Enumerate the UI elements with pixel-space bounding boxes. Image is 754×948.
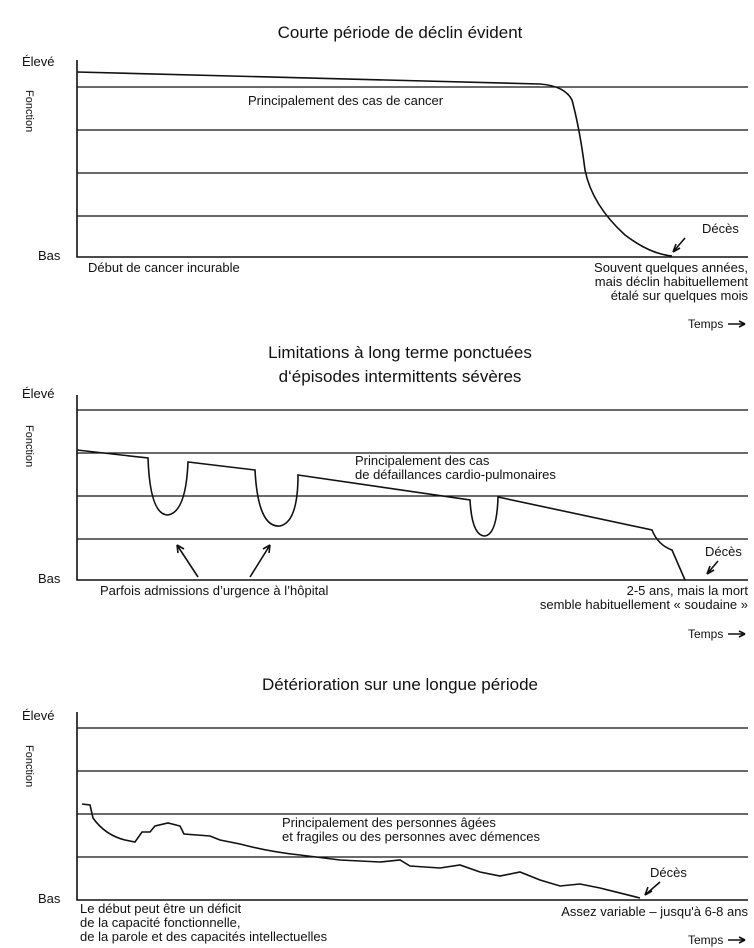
axis [76, 60, 748, 258]
duration-text: 2-5 ans, mais la mort [627, 583, 749, 598]
duration-text: Assez variable – jusqu'à 6-8 ans [561, 904, 748, 919]
duration-text: mais déclin habituellement [595, 274, 749, 289]
time: Temps [688, 317, 723, 331]
grid [77, 727, 748, 858]
high: Élevé [22, 386, 55, 401]
time: Temps [688, 627, 723, 641]
note: Principalement des cas de cancer [248, 93, 444, 108]
high: Élevé [22, 54, 55, 69]
title: Courte période de déclin évident [278, 23, 523, 42]
panel-2: Limitations à long terme ponctuées d‘épi… [22, 343, 748, 641]
trajectory [76, 449, 686, 581]
duration-text: semble habituellement « soudaine » [540, 597, 748, 612]
y-label: Fonction [23, 90, 35, 132]
time-arrow [728, 936, 746, 944]
duration-text: étalé sur quelques mois [611, 288, 749, 303]
duration-text: Souvent quelques années, [594, 260, 748, 275]
death: Décès [650, 865, 687, 880]
panel-3: Détérioration sur une longue période Éle… [22, 675, 748, 947]
time: Temps [688, 933, 723, 947]
start-text: Début de cancer incurable [88, 260, 240, 275]
title: Limitations à long terme ponctuées [268, 343, 532, 362]
grid [77, 86, 748, 217]
start-text: de la parole et des capacités intellectu… [80, 929, 328, 944]
y-label: Fonction [23, 745, 35, 787]
time-arrow [728, 630, 746, 638]
arrows [176, 544, 271, 578]
note: et fragiles ou des personnes avec démenc… [282, 829, 540, 844]
time-arrow [728, 320, 746, 328]
axis [76, 712, 748, 901]
arrow [644, 881, 661, 896]
note: de défaillances cardio-pulmonaires [355, 467, 556, 482]
death: Décès [705, 544, 742, 559]
low: Bas [38, 891, 61, 906]
title: Détérioration sur une longue période [262, 675, 538, 694]
trajectory [81, 803, 641, 899]
grid [77, 409, 748, 540]
start-text: de la capacité fonctionnelle, [80, 915, 240, 930]
death: Décès [702, 221, 739, 236]
arrow [672, 237, 686, 253]
note: Principalement des personnes âgées [282, 815, 496, 830]
note: Principalement des cas [355, 453, 490, 468]
axis [76, 395, 748, 581]
start-text: Parfois admissions d’urgence à l’hôpital [100, 583, 328, 598]
title: d‘épisodes intermittents sévères [279, 367, 522, 386]
arrow [706, 560, 719, 575]
y-label: Fonction [23, 425, 35, 467]
panel-1: Courte période de déclin évident Élevé F… [22, 23, 748, 331]
trajectory [76, 71, 673, 257]
low: Bas [38, 248, 61, 263]
start-text: Le début peut être un déficit [80, 901, 242, 916]
low: Bas [38, 571, 61, 586]
high: Élevé [22, 708, 55, 723]
